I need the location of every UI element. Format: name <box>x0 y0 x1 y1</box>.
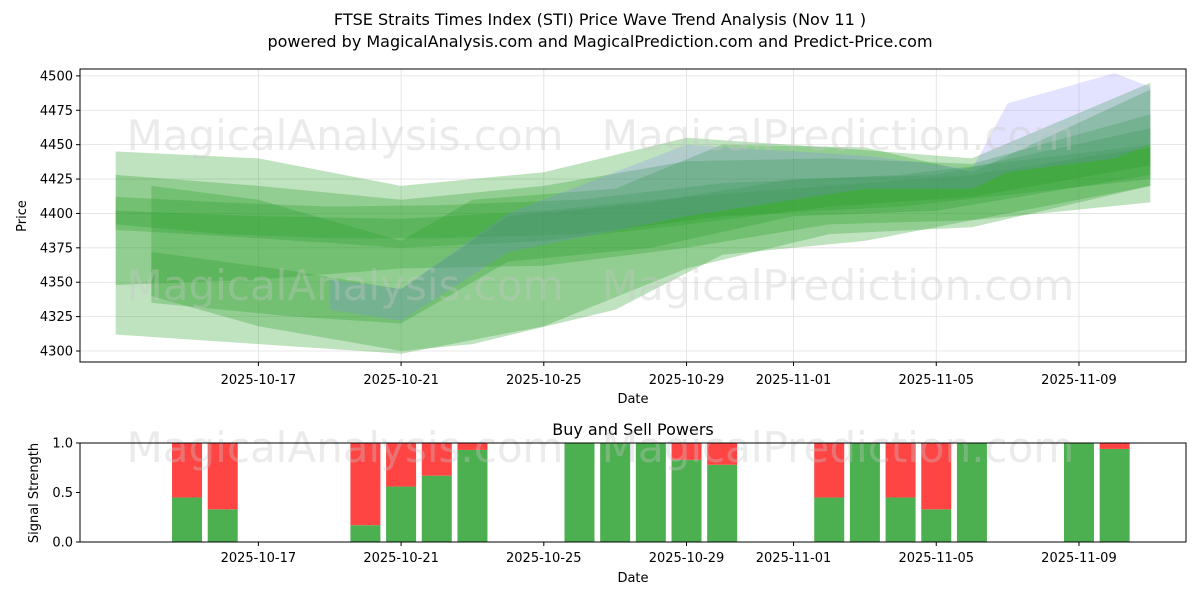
price-y-ticks: 4300 4325 4350 4375 4400 4425 4450 4475 4500 <box>40 69 80 359</box>
buy-bar <box>207 509 238 542</box>
price-x-tick-label: 2025-10-29 <box>649 373 725 388</box>
buy-bar <box>921 509 952 542</box>
price-grid <box>80 69 1186 362</box>
sell-bar <box>421 443 452 476</box>
price-wave-band-3 <box>115 114 1151 248</box>
signal-x-tick-label: 2025-11-09 <box>1041 551 1117 566</box>
buy-bar <box>635 443 666 542</box>
price-y-axis-label: Price <box>15 200 30 232</box>
signal-x-tick-label: 2025-11-05 <box>898 551 974 566</box>
sell-bar <box>386 443 417 487</box>
buy-bar <box>885 497 916 542</box>
price-x-tick-label: 2025-10-17 <box>221 373 297 388</box>
price-y-tick-label: 4325 <box>40 310 73 325</box>
sell-bar <box>885 443 916 498</box>
buy-bar <box>956 443 987 542</box>
price-wave-band-4 <box>151 128 1151 324</box>
price-y-tick-label: 4500 <box>40 69 73 84</box>
figure-title-line2: powered by MagicalAnalysis.com and Magic… <box>267 32 932 51</box>
buy-bar <box>600 443 631 542</box>
price-x-tick-label: 2025-11-01 <box>756 373 832 388</box>
price-x-tick-label: 2025-10-25 <box>506 373 582 388</box>
price-wave-band-5 <box>115 144 1151 239</box>
watermark-prediction-mid: MagicalPrediction.com <box>602 261 1075 310</box>
signal-y-tick-label: 1.0 <box>52 437 73 452</box>
price-wave-band-1 <box>115 82 1151 354</box>
price-wave-bands <box>115 73 1151 354</box>
price-y-tick-label: 4425 <box>40 173 73 188</box>
sell-bar <box>671 443 702 460</box>
sell-bar <box>457 443 488 450</box>
price-wave-band-7 <box>329 73 1151 321</box>
price-y-tick-label: 4475 <box>40 104 73 119</box>
watermark-prediction-top: MagicalPrediction.com <box>602 111 1075 160</box>
sell-bar <box>921 443 952 510</box>
price-x-tick-label: 2025-11-09 <box>1041 373 1117 388</box>
buy-bar <box>671 459 702 542</box>
signal-x-tick-label: 2025-11-01 <box>756 551 832 566</box>
signal-chart: Buy and Sell Powers MagicalAnalysis.com … <box>27 420 1187 586</box>
buy-bar <box>386 486 417 542</box>
buy-bar <box>350 525 381 542</box>
buy-bar <box>849 443 880 542</box>
price-y-tick-label: 4350 <box>40 276 73 291</box>
price-wave-band-6 <box>151 89 1151 351</box>
signal-x-tick-label: 2025-10-17 <box>221 551 297 566</box>
signal-chart-title: Buy and Sell Powers <box>552 420 714 439</box>
buy-bar <box>814 497 845 542</box>
price-x-ticks: 2025-10-17 2025-10-21 2025-10-25 2025-10-29… <box>221 362 1117 388</box>
price-chart: MagicalAnalysis.com MagicalPrediction.co… <box>15 68 1187 407</box>
buy-bar <box>564 443 595 542</box>
figure-title-line1: FTSE Straits Times Index (STI) Price Wav… <box>334 10 866 29</box>
buy-bar <box>1063 443 1094 542</box>
signal-y-ticks: 0.0 0.5 1.0 <box>52 437 80 551</box>
price-plot-frame <box>79 68 1187 363</box>
signal-x-tick-label: 2025-10-25 <box>506 551 582 566</box>
signal-x-tick-label: 2025-10-21 <box>363 551 439 566</box>
sell-bar <box>350 443 381 526</box>
price-x-tick-label: 2025-11-05 <box>898 373 974 388</box>
buy-bar <box>457 449 488 542</box>
price-x-axis-label: Date <box>617 392 648 407</box>
signal-plot-background <box>80 443 1186 542</box>
watermark-analysis-bottom: MagicalAnalysis.com <box>127 423 564 472</box>
price-y-tick-label: 4400 <box>40 207 73 222</box>
sell-bar <box>1099 443 1130 449</box>
signal-y-tick-label: 0.0 <box>52 536 73 551</box>
watermark-analysis-top: MagicalAnalysis.com <box>127 111 564 160</box>
signal-bars <box>172 443 1130 542</box>
price-plot-background <box>80 69 1186 362</box>
watermark-analysis-mid: MagicalAnalysis.com <box>127 261 564 310</box>
buy-bar <box>707 464 738 542</box>
watermark-prediction-bottom: MagicalPrediction.com <box>602 423 1075 472</box>
sell-bar <box>814 443 845 498</box>
signal-y-tick-label: 0.5 <box>52 486 73 501</box>
buy-bar <box>421 475 452 542</box>
buy-bar <box>1099 448 1130 542</box>
price-wave-band-2 <box>115 147 1151 285</box>
buy-bar <box>172 497 203 542</box>
signal-x-axis-label: Date <box>617 571 648 586</box>
sell-bar <box>707 443 738 465</box>
sell-bar <box>172 443 203 498</box>
price-y-tick-label: 4375 <box>40 241 73 256</box>
signal-x-ticks: 2025-10-17 2025-10-21 2025-10-25 2025-10-29… <box>221 542 1117 566</box>
signal-x-tick-label: 2025-10-29 <box>649 551 725 566</box>
sell-bar <box>207 443 238 510</box>
price-x-tick-label: 2025-10-21 <box>363 373 439 388</box>
price-y-tick-label: 4450 <box>40 138 73 153</box>
signal-y-axis-label: Signal Strength <box>27 443 42 543</box>
price-y-tick-label: 4300 <box>40 344 73 359</box>
